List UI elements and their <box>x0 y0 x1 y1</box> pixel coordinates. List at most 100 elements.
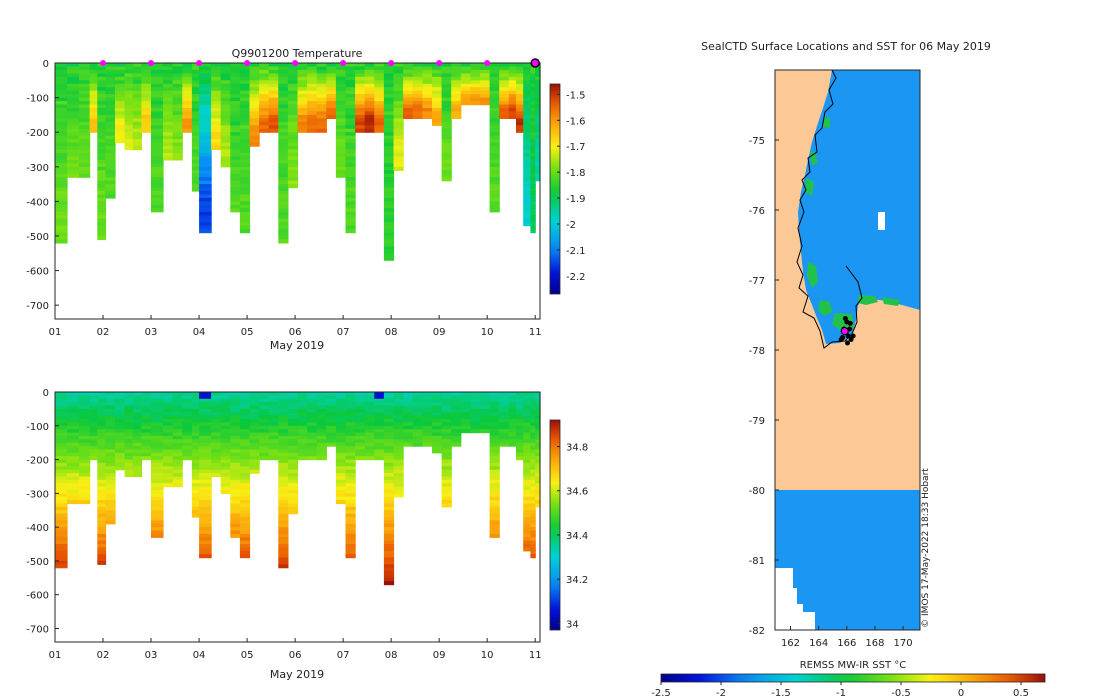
profile-cell <box>259 125 270 130</box>
profile-cell <box>151 405 164 410</box>
profile-cell <box>268 90 279 95</box>
profile-cell <box>278 540 289 545</box>
profile-cell <box>220 469 231 474</box>
profile-cell <box>393 432 404 437</box>
profile-cell <box>393 422 404 427</box>
profile-cell <box>172 429 183 434</box>
profile-cell <box>523 530 531 535</box>
profile-cell <box>489 177 500 182</box>
profile-cell <box>105 446 116 451</box>
profile-cell <box>355 83 366 88</box>
profile-cell <box>55 537 68 542</box>
y-tick-label: -100 <box>26 94 49 105</box>
profile-cell <box>441 118 452 123</box>
profile-cell <box>278 236 289 241</box>
profile-cell <box>535 149 541 154</box>
profile-cell <box>199 135 212 140</box>
profile-cell <box>151 506 164 511</box>
profile-cell <box>345 456 356 461</box>
profile-cell <box>480 69 491 74</box>
profile-cell <box>412 402 423 407</box>
profile-cell <box>326 408 337 413</box>
profile-cell <box>374 76 385 81</box>
profile-cell <box>141 442 152 447</box>
profile-cell <box>55 229 68 234</box>
profile-cell <box>383 567 395 572</box>
profile-cell <box>307 97 318 102</box>
profile-cell <box>220 66 231 71</box>
profile-cell <box>89 80 98 85</box>
profile-cell <box>79 135 91 140</box>
salinity-x-label: May 2019 <box>270 668 324 681</box>
profile-cell <box>259 405 270 410</box>
profile-cell <box>432 121 443 126</box>
profile-cell <box>460 94 471 99</box>
profile-cell <box>345 101 356 106</box>
profile-cell <box>230 473 241 478</box>
profile-cell <box>412 405 423 410</box>
profile-cell <box>480 429 491 434</box>
profile-cell <box>124 446 134 451</box>
profile-cell <box>105 408 116 413</box>
profile-cell <box>79 435 91 440</box>
profile-cell <box>115 422 126 427</box>
profile-cell <box>67 80 80 85</box>
profile-cell <box>326 90 337 95</box>
profile-cell <box>297 415 308 420</box>
profile-cell <box>460 412 471 417</box>
lon-tick-label: 168 <box>865 638 884 649</box>
profile-cell <box>191 159 200 164</box>
profile-cell <box>287 439 299 444</box>
profile-cell <box>383 194 395 199</box>
profile-cell <box>151 435 164 440</box>
profile-cell <box>249 104 260 109</box>
profile-cell <box>326 97 337 102</box>
profile-cell <box>151 152 164 157</box>
profile-cell <box>508 398 517 403</box>
profile-cell <box>97 560 107 565</box>
profile-cell <box>335 101 347 106</box>
profile-cell <box>199 114 212 119</box>
profile-cell <box>355 456 366 461</box>
profile-cell <box>239 90 251 95</box>
profile-cell <box>151 97 164 102</box>
profile-cell <box>499 66 510 71</box>
profile-cell <box>105 483 116 488</box>
profile-cell <box>460 66 471 71</box>
profile-cell <box>89 97 98 102</box>
profile-cell <box>191 69 200 74</box>
profile-cell <box>345 184 356 189</box>
profile-cell <box>345 69 356 74</box>
profile-cell <box>307 94 318 99</box>
profile-cell <box>345 435 356 440</box>
profile-cell <box>441 132 452 137</box>
profile-cell <box>499 425 510 430</box>
profile-cell <box>326 111 337 116</box>
profile-cell <box>132 408 142 413</box>
profile-cell <box>105 101 116 106</box>
profile-cell <box>79 442 91 447</box>
profile-cell <box>230 142 241 147</box>
sst-colorbar-tick-label: 0.5 <box>1013 688 1029 699</box>
profile-cell <box>105 449 116 454</box>
profile-cell <box>316 392 327 396</box>
profile-cell <box>451 90 462 95</box>
profile-cell <box>489 533 500 538</box>
profile-cell <box>364 449 375 454</box>
profile-cell <box>297 87 308 92</box>
profile-cell <box>451 429 462 434</box>
profile-cell <box>374 446 385 451</box>
profile-cell <box>105 125 116 130</box>
profile-cell <box>239 510 251 515</box>
profile-cell <box>132 139 142 144</box>
lat-tick-label: -75 <box>749 136 765 147</box>
profile-cell <box>199 510 212 515</box>
profile-cell <box>530 184 536 189</box>
profile-cell <box>191 432 200 437</box>
profile-cell <box>220 435 231 440</box>
profile-cell <box>441 449 452 454</box>
profile-cell <box>115 395 126 400</box>
profile-cell <box>115 63 126 68</box>
profile-cell <box>451 398 462 403</box>
profile-cell <box>335 392 347 396</box>
